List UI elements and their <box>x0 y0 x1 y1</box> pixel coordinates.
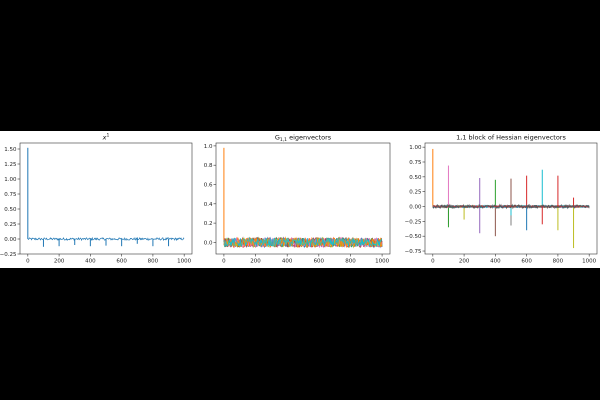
x-tick-label: 0 <box>26 259 30 265</box>
x-tick: 200 <box>54 254 65 265</box>
y-tick-label: 0.75 <box>4 192 17 198</box>
y-tick: 0.00 <box>409 205 425 211</box>
y-tick-label: 0.2 <box>204 221 213 227</box>
y-tick: 0.75 <box>4 192 20 198</box>
x-tick: 1000 <box>582 254 597 265</box>
x-tick: 0 <box>222 254 226 265</box>
x-tick: 400 <box>282 254 293 265</box>
y-tick: 1.50 <box>4 147 20 153</box>
plot-frame <box>424 142 598 255</box>
y-tick: 1.25 <box>4 162 20 168</box>
figure: 0 200 400 600 800 1000 −0.25 0.00 0.25 0.50 0.75 1.… <box>0 131 600 268</box>
x-tick-label: 200 <box>459 259 470 265</box>
chart-title: x1 <box>102 133 110 142</box>
x-tick: 600 <box>116 254 127 265</box>
x-tick: 200 <box>459 254 470 265</box>
x-tick: 600 <box>521 254 532 265</box>
series-line-9 <box>223 237 383 248</box>
y-tick-label: −0.75 <box>405 249 422 255</box>
y-tick: 0.25 <box>4 222 20 228</box>
x-tick: 800 <box>148 254 159 265</box>
x-tick-label: 600 <box>314 259 325 265</box>
y-tick: 0.0 <box>204 240 216 246</box>
y-tick-label: 1.0 <box>204 144 213 150</box>
y-tick: −0.25 <box>0 252 20 258</box>
y-tick: 1.00 <box>4 177 20 183</box>
y-tick-label: 0.0 <box>204 240 213 246</box>
y-tick: 0.8 <box>204 163 216 169</box>
y-tick-label: 0.50 <box>4 207 17 213</box>
y-tick: 0.50 <box>4 207 20 213</box>
x-tick-label: 800 <box>148 259 159 265</box>
y-tick: 1.00 <box>409 145 425 151</box>
x-tick: 800 <box>553 254 564 265</box>
y-tick-label: 0.00 <box>4 237 17 243</box>
x-tick: 400 <box>490 254 501 265</box>
x-tick: 1000 <box>375 254 390 265</box>
y-tick-label: 0.25 <box>409 190 422 196</box>
y-tick-label: 0.25 <box>4 222 17 228</box>
x-tick: 600 <box>314 254 325 265</box>
x-tick-label: 1000 <box>375 259 389 265</box>
x-tick: 1000 <box>177 254 192 265</box>
chart-1: 0 200 400 600 800 1000 −0.25 0.00 0.25 0.50 0.75 1.… <box>0 133 193 265</box>
y-tick-label: 0.8 <box>204 163 213 169</box>
chart-title: 1,1 block of Hessian eigenvectors <box>456 134 566 142</box>
series-group <box>432 148 590 249</box>
chart-2: 0 200 400 600 800 1000 0.0 0.2 0.4 0.6 0.8 1.0 G1,1 … <box>204 134 391 265</box>
x-tick-label: 800 <box>553 259 564 265</box>
y-tick-label: −0.50 <box>405 234 422 240</box>
y-tick: 0.2 <box>204 221 216 227</box>
series-line-1 <box>27 236 185 242</box>
y-tick: −0.50 <box>405 234 425 240</box>
x-tick-label: 1000 <box>582 259 596 265</box>
y-tick: 0.25 <box>409 190 425 196</box>
y-tick: −0.25 <box>405 219 425 225</box>
x-tick: 200 <box>250 254 261 265</box>
y-tick: 0.6 <box>204 183 216 189</box>
x-tick-label: 0 <box>222 259 226 265</box>
charts-canvas: 0 200 400 600 800 1000−0.250.000.250.500.751.… <box>0 133 598 265</box>
x-tick-label: 400 <box>490 259 501 265</box>
x-tick-label: 0 <box>431 259 435 265</box>
y-tick: −0.75 <box>405 249 425 255</box>
y-tick-label: 0.6 <box>204 183 213 189</box>
x-tick-label: 600 <box>521 259 532 265</box>
series-group <box>223 147 383 249</box>
y-tick-label: 1.25 <box>4 162 17 168</box>
x-tick-label: 400 <box>85 259 96 265</box>
x-tick: 400 <box>85 254 96 265</box>
x-tick: 0 <box>26 254 30 265</box>
y-tick: 0.75 <box>409 160 425 166</box>
x-tick: 800 <box>345 254 356 265</box>
y-tick-label: 0.4 <box>204 202 213 208</box>
x-tick: 0 <box>431 254 435 265</box>
y-tick: 1.0 <box>204 144 216 150</box>
x-tick-label: 200 <box>250 259 261 265</box>
series-line-11 <box>432 203 590 210</box>
series-group <box>27 147 185 247</box>
x-tick-label: 200 <box>54 259 65 265</box>
y-tick: 0.4 <box>204 202 216 208</box>
plot-frame <box>19 142 193 255</box>
y-tick: 0.50 <box>409 175 425 181</box>
y-tick-label: 1.50 <box>4 147 17 153</box>
chart-3: 0 200 400 600 800 1000 −0.75 −0.50 −0.25 0.00 0.25… <box>405 134 598 265</box>
x-tick-label: 1000 <box>177 259 191 265</box>
y-tick-label: −0.25 <box>0 252 17 258</box>
y-tick-label: 1.00 <box>4 177 17 183</box>
y-tick-label: 1.00 <box>409 145 422 151</box>
x-tick-label: 600 <box>116 259 127 265</box>
chart-title: G1,1 eigenvectors <box>275 134 332 144</box>
x-tick-label: 800 <box>345 259 356 265</box>
y-tick-label: 0.50 <box>409 175 422 181</box>
x-tick-label: 400 <box>282 259 293 265</box>
y-tick-label: 0.00 <box>409 205 422 211</box>
y-tick-label: 0.75 <box>409 160 422 166</box>
plot-frame <box>215 142 391 255</box>
y-tick: 0.00 <box>4 237 20 243</box>
y-tick-label: −0.25 <box>405 219 422 225</box>
